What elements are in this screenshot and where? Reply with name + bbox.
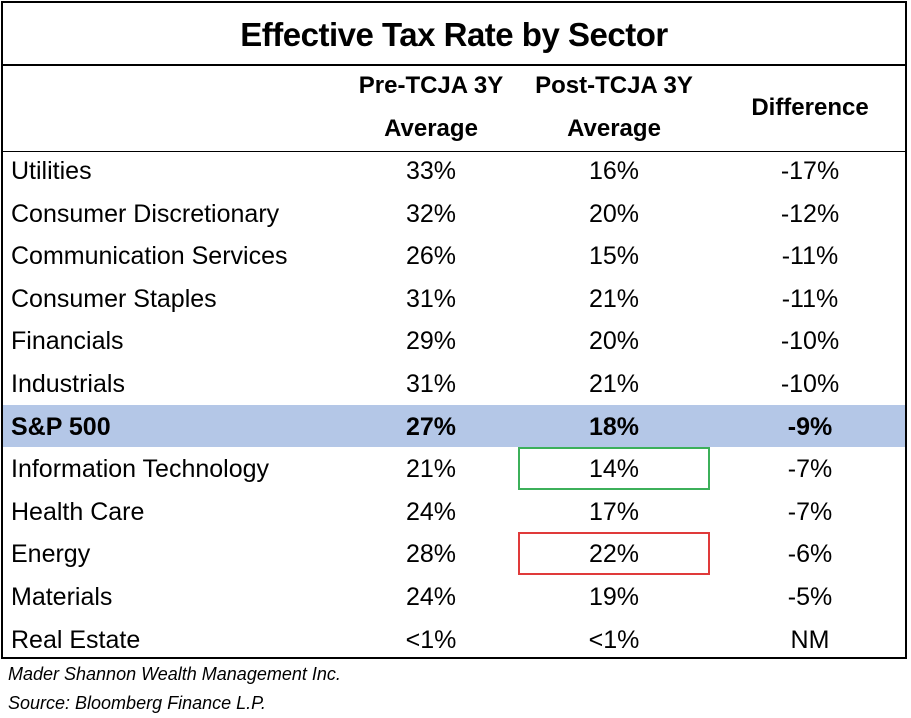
header-pre-line2: Average xyxy=(384,115,478,142)
cell-pre: 21% xyxy=(405,455,457,484)
cell-diff: -5% xyxy=(787,583,833,611)
cell-pre: 24% xyxy=(405,497,457,526)
cell-sector: Communication Services xyxy=(11,242,288,271)
table-row: Materials 24% 19% -5% xyxy=(3,575,905,618)
cell-pre: 24% xyxy=(405,583,457,611)
header-post-line2: Average xyxy=(567,115,661,142)
cell-pre: 31% xyxy=(405,370,457,398)
header-post-line1: Post-TCJA 3Y xyxy=(535,72,693,99)
header-diff: Difference xyxy=(751,94,869,121)
cell-post: 15% xyxy=(588,242,640,271)
table-row: Consumer Staples 31% 21% -11% xyxy=(3,277,905,320)
cell-diff: -10% xyxy=(780,327,840,356)
table-row: Utilities 33% 16% -17% xyxy=(3,149,905,192)
cell-sector: Information Technology xyxy=(11,455,270,484)
cell-pre: 32% xyxy=(405,199,457,228)
cell-post: 16% xyxy=(588,157,640,185)
cell-diff: -7% xyxy=(787,497,833,526)
cell-diff: -11% xyxy=(781,284,839,313)
cell-pre: 29% xyxy=(405,327,457,356)
cell-pre: 26% xyxy=(405,242,457,271)
cell-diff: -12% xyxy=(780,199,840,228)
cell-diff: -11% xyxy=(781,242,839,271)
cell-sector: Financials xyxy=(11,327,124,356)
tax-rate-table: Effective Tax Rate by Sector Pre-TCJA 3Y… xyxy=(1,1,907,659)
cell-post: 17% xyxy=(588,497,640,526)
header-pre-line1: Pre-TCJA 3Y xyxy=(358,72,504,99)
cell-post: 19% xyxy=(588,583,640,611)
cell-sector: Materials xyxy=(11,583,113,611)
cell-pre: 27% xyxy=(405,412,457,441)
table-row: S&P 500 27% 18% -9% xyxy=(3,404,905,448)
note-firm: Mader Shannon Wealth Management Inc. xyxy=(8,664,341,684)
table-row: Information Technology 21% 14% -7% xyxy=(3,447,905,490)
cell-diff: NM xyxy=(790,625,830,654)
cell-pre: 31% xyxy=(405,284,457,313)
table-row: Consumer Discretionary 32% 20% -12% xyxy=(3,192,905,235)
table-row: Financials 29% 20% -10% xyxy=(3,319,905,362)
cell-post: 20% xyxy=(588,327,640,356)
table-row: Industrials 31% 21% -10% xyxy=(3,362,905,405)
cell-sector: Consumer Staples xyxy=(11,284,217,313)
cell-sector: Industrials xyxy=(11,370,125,398)
cell-post: 20% xyxy=(588,199,640,228)
cell-post: 18% xyxy=(588,412,640,441)
header-post: Post-TCJA 3Y Average xyxy=(518,64,710,150)
cell-pre: 33% xyxy=(405,157,457,185)
note-source: Source: Bloomberg Finance L.P. xyxy=(8,693,266,713)
cell-diff: -7% xyxy=(787,455,833,484)
table-row: Communication Services 26% 15% -11% xyxy=(3,234,905,277)
table-row: Energy 28% 22% -6% xyxy=(3,532,905,575)
cell-sector: S&P 500 xyxy=(11,412,111,441)
table-title: Effective Tax Rate by Sector xyxy=(3,3,905,66)
cell-pre: <1% xyxy=(405,625,457,654)
cell-post: 14% xyxy=(518,447,710,490)
cell-diff: -9% xyxy=(787,412,833,441)
table-row: Real Estate <1% <1% NM xyxy=(3,618,905,661)
cell-diff: -10% xyxy=(780,370,840,398)
cell-sector: Energy xyxy=(11,540,91,569)
cell-post: 22% xyxy=(518,532,710,575)
header-pre: Pre-TCJA 3Y Average xyxy=(341,64,521,150)
cell-sector: Consumer Discretionary xyxy=(11,199,280,228)
cell-pre: 28% xyxy=(405,540,457,569)
cell-sector: Health Care xyxy=(11,497,145,526)
cell-diff: -17% xyxy=(780,157,840,185)
cell-sector: Utilities xyxy=(11,157,92,185)
cell-post: <1% xyxy=(588,625,640,654)
cell-post: 21% xyxy=(588,370,640,398)
table-row: Health Care 24% 17% -7% xyxy=(3,490,905,533)
header-row: Pre-TCJA 3Y Average Post-TCJA 3Y Average… xyxy=(3,65,905,152)
cell-diff: -6% xyxy=(787,540,833,569)
cell-post: 21% xyxy=(588,284,640,313)
cell-sector: Real Estate xyxy=(11,625,141,654)
